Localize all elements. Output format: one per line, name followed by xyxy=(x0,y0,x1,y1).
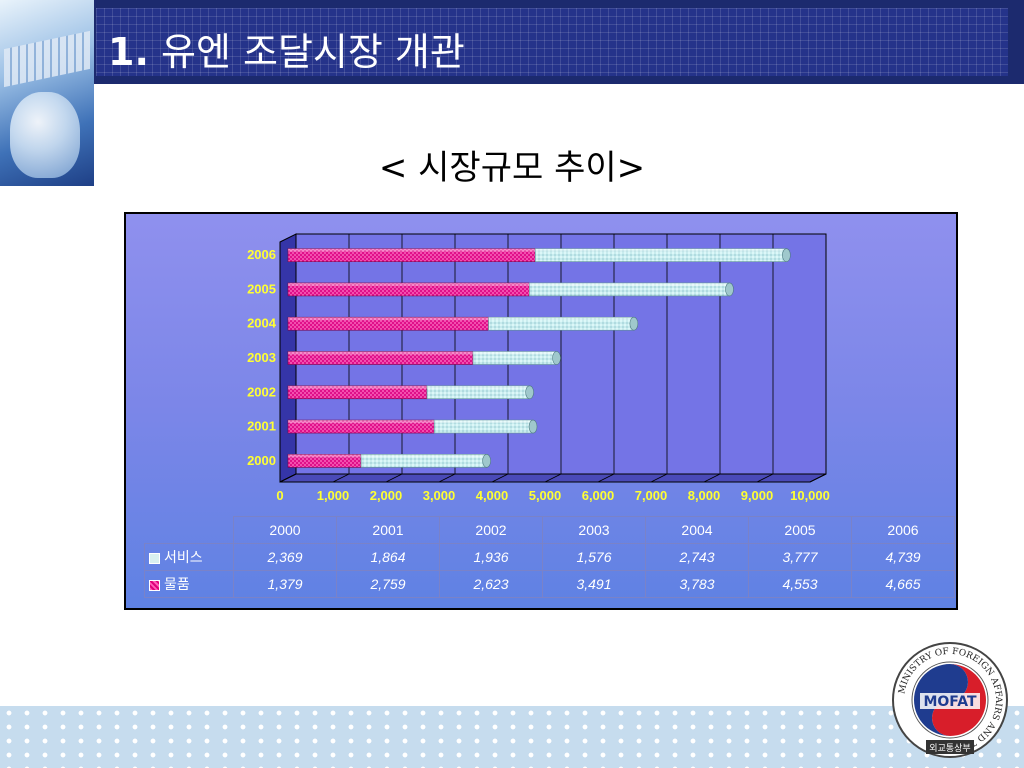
bar-end-cap xyxy=(629,316,639,331)
bar-highlight xyxy=(288,351,474,355)
gridline-floor xyxy=(650,473,668,483)
table-year: 2006 xyxy=(851,516,955,544)
y-tick-label: 2004 xyxy=(247,316,277,331)
goods-swatch xyxy=(149,579,160,591)
gridline-floor xyxy=(756,473,774,483)
keyboard-image xyxy=(4,30,90,88)
chart-subtitle: < 시장규모 추이> xyxy=(378,148,646,188)
x-tick-label: 0 xyxy=(276,488,283,503)
mouse-image xyxy=(10,92,80,178)
table-cell: 3,783 xyxy=(645,570,749,598)
x-tick-label: 10,000 xyxy=(790,488,830,503)
table-year: 2004 xyxy=(645,516,749,544)
bar-highlight xyxy=(361,454,487,458)
bar-highlight xyxy=(427,385,530,389)
bar-end-cap xyxy=(528,419,538,434)
x-tick-label: 1,000 xyxy=(317,488,350,503)
bar-highlight xyxy=(473,351,557,355)
table-row: 물품 1,379 2,759 2,623 3,491 3,783 4,553 4… xyxy=(144,570,955,598)
bar-highlight xyxy=(488,317,634,321)
gridline-floor xyxy=(597,473,615,483)
y-tick-label: 2000 xyxy=(247,453,276,468)
gridline-floor xyxy=(438,473,456,483)
data-table: 2000 2001 2002 2003 2004 2005 2006 서비스 2… xyxy=(144,516,955,598)
bar-highlight xyxy=(288,282,530,286)
gridline-floor xyxy=(809,473,827,483)
table-row: 서비스 2,369 1,864 1,936 1,576 2,743 3,777 … xyxy=(144,543,955,571)
bottom-dot-band xyxy=(0,706,1024,768)
table-cell: 2,623 xyxy=(439,570,543,598)
slide-title: 1. 유엔 조달시장 개관 xyxy=(108,28,465,76)
bar-highlight xyxy=(288,420,435,424)
logo-korean-label: 외교통상부 xyxy=(929,742,970,754)
gridline-floor xyxy=(491,473,509,483)
table-cell: 4,739 xyxy=(851,543,955,571)
legend-cell-goods: 물품 xyxy=(144,570,234,598)
gridline-floor xyxy=(385,473,403,483)
bar-chart: 0 1,000 2,000 3,000 4,000 5,000 6,000 7,000 8,00… xyxy=(247,233,830,503)
bar-highlight xyxy=(434,420,534,424)
table-cell: 1,379 xyxy=(233,570,337,598)
gridline-floor xyxy=(544,473,562,483)
table-cell: 2,743 xyxy=(645,543,749,571)
bar-highlight xyxy=(288,317,489,321)
title-bar-grid xyxy=(96,8,1008,76)
y-tick-label: 2005 xyxy=(247,281,276,296)
series-label: 물품 xyxy=(164,576,190,592)
title-number: 1. xyxy=(108,30,149,74)
x-tick-label: 7,000 xyxy=(635,488,668,503)
x-tick-label: 5,000 xyxy=(529,488,562,503)
table-cell: 1,936 xyxy=(439,543,543,571)
x-tick-label: 3,000 xyxy=(423,488,456,503)
table-year: 2005 xyxy=(748,516,852,544)
service-swatch xyxy=(149,552,160,564)
bar-end-cap xyxy=(482,454,491,468)
bar-highlight xyxy=(288,454,362,458)
title-text: 유엔 조달시장 개관 xyxy=(160,30,465,74)
table-cell: 4,665 xyxy=(851,570,955,598)
table-cell: 1,864 xyxy=(336,543,440,571)
title-bar xyxy=(0,0,1024,84)
header-photo xyxy=(0,0,94,186)
gridline-floor xyxy=(332,473,350,483)
gridline-floor xyxy=(279,473,297,483)
table-cell: 2,759 xyxy=(336,570,440,598)
bar-highlight xyxy=(288,248,536,252)
x-tick-label: 2,000 xyxy=(370,488,403,503)
bar-highlight xyxy=(535,248,787,252)
table-year: 2002 xyxy=(439,516,543,544)
table-year: 2000 xyxy=(233,516,337,544)
chart-panel: 0 1,000 2,000 3,000 4,000 5,000 6,000 7,000 8,00… xyxy=(124,212,958,610)
logo-name: MOFAT xyxy=(923,694,977,710)
table-cell: 2,369 xyxy=(233,543,337,571)
series-label: 서비스 xyxy=(164,549,203,565)
bar-highlight xyxy=(529,282,730,286)
y-tick-label: 2006 xyxy=(247,247,276,262)
y-tick-label: 2002 xyxy=(247,384,276,399)
y-tick-label: 2003 xyxy=(247,350,276,365)
x-tick-label: 9,000 xyxy=(741,488,774,503)
table-cell: 3,491 xyxy=(542,570,646,598)
table-header-row: 2000 2001 2002 2003 2004 2005 2006 xyxy=(145,516,955,544)
mofat-logo: MINISTRY OF FOREIGN AFFAIRS AND TRADE MO… xyxy=(892,642,1008,758)
table-cell: 3,777 xyxy=(748,543,852,571)
bar-end-cap xyxy=(552,351,561,365)
y-tick-label: 2001 xyxy=(247,419,276,434)
table-cell: 4,553 xyxy=(748,570,852,598)
bar-end-cap xyxy=(782,248,791,262)
bar-end-cap xyxy=(725,282,734,297)
x-tick-label: 6,000 xyxy=(582,488,615,503)
bar-highlight xyxy=(288,385,428,389)
gridline-floor xyxy=(703,473,721,483)
x-tick-label: 4,000 xyxy=(476,488,509,503)
table-year: 2001 xyxy=(336,516,440,544)
table-year: 2003 xyxy=(542,516,646,544)
legend-cell-service: 서비스 xyxy=(144,543,234,571)
x-tick-label: 8,000 xyxy=(688,488,721,503)
table-cell: 1,576 xyxy=(542,543,646,571)
bar-end-cap xyxy=(525,385,534,400)
